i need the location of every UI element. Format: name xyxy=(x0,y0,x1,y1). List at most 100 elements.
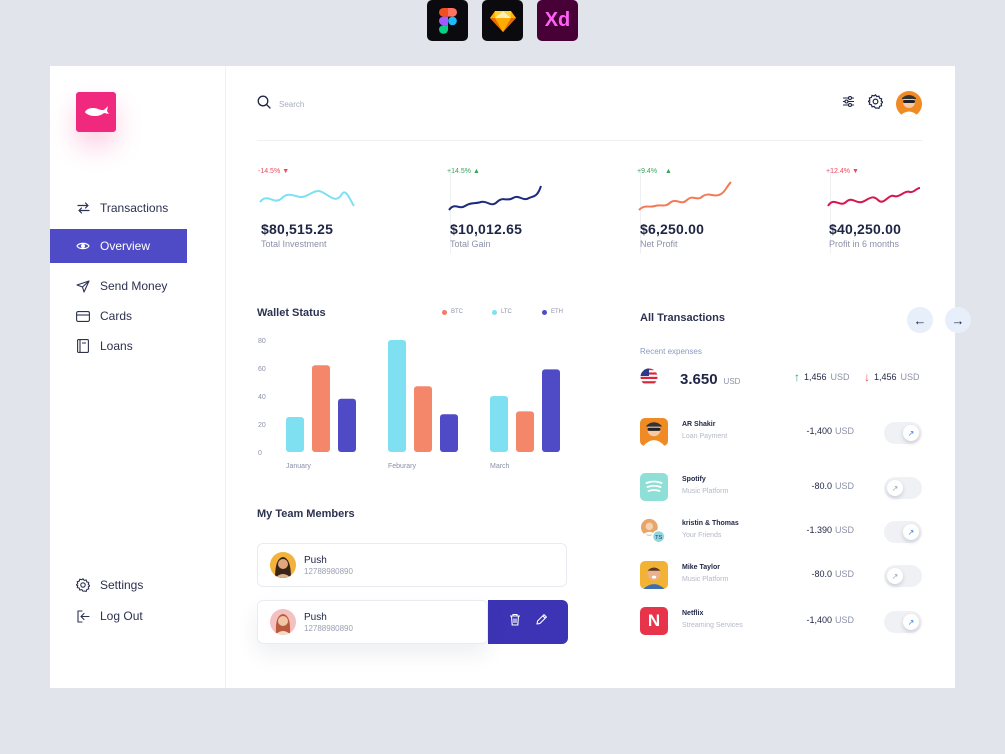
stat-card-total-gain[interactable]: +14.5% ▲ $10,012.65 Total Gain xyxy=(447,168,597,254)
filter-sliders-icon[interactable] xyxy=(842,95,855,113)
transaction-amount: -1.390 USD xyxy=(806,525,854,535)
stat-divider xyxy=(450,168,451,254)
bar-btc-feburary[interactable] xyxy=(414,386,432,452)
stat-card-total-investment[interactable]: -14.5% ▼ $80,515.25 Total Investment xyxy=(258,168,408,254)
outgoing-total: ↓ 1,456 USD xyxy=(864,370,920,384)
sidebar: Transactions Overview Send Money Cards L xyxy=(50,66,226,688)
transaction-row[interactable]: N Netflix Streaming Services -1,400 USD ↗ xyxy=(640,607,922,637)
transaction-row[interactable]: Mike Taylor Music Platform -80.0 USD ↗ xyxy=(640,561,922,591)
bar-ltc-march[interactable] xyxy=(490,396,508,452)
sidebar-item-label: Send Money xyxy=(100,279,168,293)
app-logo[interactable] xyxy=(76,92,116,132)
balance-summary: 3.650 USD xyxy=(640,368,740,391)
bar-eth-march[interactable] xyxy=(542,369,560,452)
wallet-status-title: Wallet Status xyxy=(257,307,326,319)
expand-arrow-icon: ↗ xyxy=(887,568,903,584)
netflix-icon: N xyxy=(640,607,668,635)
adobe-xd-icon: Xd xyxy=(537,0,578,41)
search-icon xyxy=(257,95,271,114)
sidebar-item-overview[interactable]: Overview xyxy=(50,229,187,263)
sidebar-item-settings[interactable]: Settings xyxy=(50,568,187,602)
transaction-toggle[interactable]: ↗ xyxy=(884,477,922,499)
dashboard-window: Transactions Overview Send Money Cards L xyxy=(50,66,971,688)
team-members-title: My Team Members xyxy=(257,508,355,520)
sidebar-item-send-money[interactable]: Send Money xyxy=(50,269,187,303)
transaction-amount: -80.0 USD xyxy=(811,569,854,579)
transaction-toggle[interactable]: ↗ xyxy=(884,422,922,444)
trash-icon[interactable] xyxy=(509,613,521,631)
legend-dot xyxy=(442,309,447,315)
team-member-card[interactable]: Push 12788980890 xyxy=(257,543,567,587)
next-button[interactable]: → xyxy=(945,307,971,333)
sidebar-item-label: Cards xyxy=(100,309,133,323)
avatar xyxy=(640,418,668,446)
sidebar-item-transactions[interactable]: Transactions xyxy=(50,191,187,225)
change-indicator: -14.5% ▼ xyxy=(258,168,290,175)
bar-btc-march[interactable] xyxy=(516,411,534,452)
stat-label: Net Profit xyxy=(640,239,678,249)
design-tools: Xd xyxy=(427,0,578,41)
group-avatar: TS xyxy=(640,517,668,545)
arrow-left-icon: ← xyxy=(913,312,927,328)
y-tick-label: 80 xyxy=(258,338,266,345)
change-indicator: +12.4% ▼ xyxy=(826,168,859,175)
sparkline-chart xyxy=(638,181,732,211)
legend-item-ltc: LTC xyxy=(492,309,512,315)
sparkline-chart xyxy=(259,190,355,207)
stat-card-net-profit[interactable]: +9.4% ▲ $6,250.00 Net Profit xyxy=(637,168,787,254)
legend-dot xyxy=(542,309,547,315)
sidebar-item-label: Transactions xyxy=(100,201,169,215)
transfer-icon xyxy=(76,201,90,215)
svg-text:TS: TS xyxy=(655,535,662,541)
team-member-card[interactable]: Push 12788980890 xyxy=(257,600,488,644)
logout-icon xyxy=(76,609,90,623)
search-input[interactable] xyxy=(279,100,439,109)
y-tick-label: 20 xyxy=(258,422,266,429)
avatar xyxy=(270,609,296,635)
transaction-row[interactable]: TS kristin & Thomas Your Friends -1.390 U… xyxy=(640,517,922,547)
header-divider xyxy=(257,140,922,141)
figma-icon xyxy=(427,0,468,41)
sidebar-item-logout[interactable]: Log Out xyxy=(50,599,187,633)
bar-ltc-january[interactable] xyxy=(286,417,304,452)
sidebar-item-label: Loans xyxy=(100,339,133,353)
stat-label: Total Gain xyxy=(450,239,491,249)
triangle-down-icon: ▼ xyxy=(282,168,290,175)
sidebar-item-cards[interactable]: Cards xyxy=(50,299,187,333)
stat-label: Profit in 6 months xyxy=(829,239,900,249)
stat-card-profit-6-months[interactable]: +12.4% ▼ $40,250.00 Profit in 6 months xyxy=(826,168,976,254)
gear-icon xyxy=(76,578,90,592)
eye-icon xyxy=(76,239,90,253)
stat-label: Total Investment xyxy=(261,239,327,249)
bar-eth-feburary[interactable] xyxy=(440,414,458,452)
transaction-toggle[interactable]: ↗ xyxy=(884,611,922,633)
transaction-row[interactable]: AR Shakir Loan Payment -1,400 USD ↗ xyxy=(640,418,922,448)
x-category-label: January xyxy=(286,463,311,470)
avatar xyxy=(270,552,296,578)
sidebar-item-label: Settings xyxy=(100,578,144,592)
search-bar[interactable] xyxy=(257,95,439,114)
expand-arrow-icon: ↗ xyxy=(887,480,903,496)
main-content: -14.5% ▼ $80,515.25 Total Investment +14… xyxy=(226,66,971,688)
settings-gear-icon[interactable] xyxy=(866,94,884,114)
transaction-toggle[interactable]: ↗ xyxy=(884,521,922,543)
bar-eth-january[interactable] xyxy=(338,398,356,452)
transaction-row[interactable]: Spotify Music Platform -80.0 USD ↗ xyxy=(640,473,922,503)
bar-ltc-feburary[interactable] xyxy=(388,340,406,452)
avatar xyxy=(640,561,668,589)
balance-value: 3.650 xyxy=(680,371,718,388)
bar-btc-january[interactable] xyxy=(312,365,330,452)
wallet-bar-chart: 80 60 40 20 0 January Feburary March xyxy=(258,338,560,470)
user-avatar[interactable] xyxy=(896,91,922,117)
stat-divider xyxy=(830,168,831,254)
us-flag-icon xyxy=(640,368,658,391)
sidebar-item-loans[interactable]: Loans xyxy=(50,329,187,363)
prev-button[interactable]: ← xyxy=(907,307,933,333)
stat-value: $80,515.25 xyxy=(261,221,334,237)
expand-arrow-icon: ↗ xyxy=(903,614,919,630)
edit-pencil-icon[interactable] xyxy=(535,613,548,631)
triangle-up-icon: ▲ xyxy=(472,168,480,175)
transaction-toggle[interactable]: ↗ xyxy=(884,565,922,587)
sketch-icon xyxy=(482,0,523,41)
all-transactions-title: All Transactions xyxy=(640,312,725,324)
